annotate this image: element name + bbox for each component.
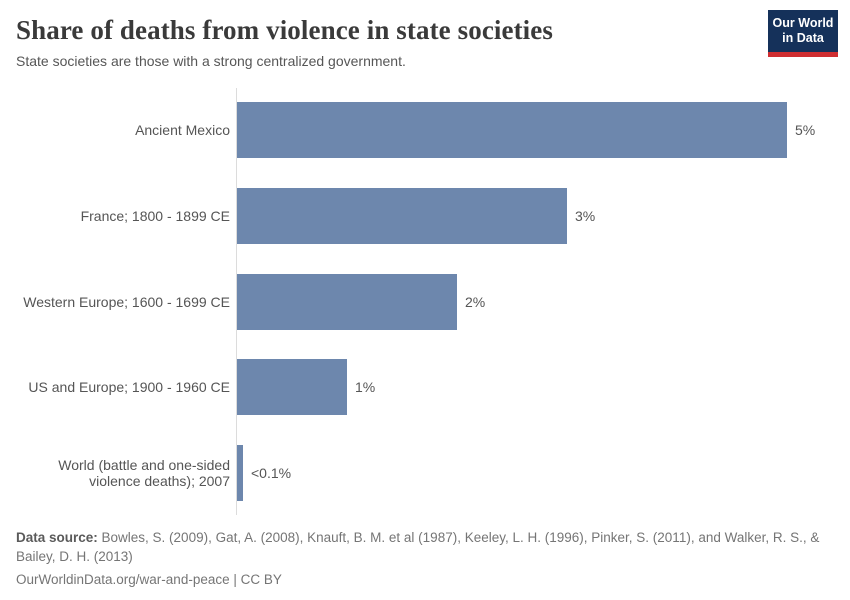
- value-label: <0.1%: [251, 465, 292, 481]
- chart-footer: Data source: Bowles, S. (2009), Gat, A. …: [16, 528, 830, 589]
- category-label: Ancient Mexico: [135, 122, 230, 138]
- y-axis-line: [236, 88, 237, 515]
- bar-row: Ancient Mexico 5%: [0, 102, 850, 158]
- category-label: World (battle and one-sided violence dea…: [58, 457, 230, 489]
- chart-subtitle: State societies are those with a strong …: [16, 53, 406, 69]
- bar[interactable]: [237, 274, 457, 330]
- category-label: Western Europe; 1600 - 1699 CE: [23, 294, 230, 310]
- category-label: France; 1800 - 1899 CE: [80, 208, 230, 224]
- value-label: 3%: [575, 208, 596, 224]
- data-source-label: Data source:: [16, 530, 98, 545]
- owid-logo-line1: Our World: [772, 16, 834, 30]
- bar[interactable]: [237, 188, 567, 244]
- bar-row: World (battle and one-sided violence dea…: [0, 445, 850, 501]
- bar[interactable]: [237, 359, 347, 415]
- bar-row: France; 1800 - 1899 CE 3%: [0, 188, 850, 244]
- data-source-line: Data source: Bowles, S. (2009), Gat, A. …: [16, 528, 830, 566]
- owid-logo-line2: in Data: [782, 31, 824, 45]
- value-label: 1%: [355, 379, 376, 395]
- bar-row: US and Europe; 1900 - 1960 CE 1%: [0, 359, 850, 415]
- bar-row: Western Europe; 1600 - 1699 CE 2%: [0, 274, 850, 330]
- data-source-text: Bowles, S. (2009), Gat, A. (2008), Knauf…: [16, 530, 820, 564]
- value-label: 2%: [465, 294, 486, 310]
- category-label: US and Europe; 1900 - 1960 CE: [28, 379, 230, 395]
- bar[interactable]: [237, 445, 243, 501]
- value-label: 5%: [795, 122, 816, 138]
- attribution-line: OurWorldinData.org/war-and-peace | CC BY: [16, 572, 282, 587]
- bar[interactable]: [237, 102, 787, 158]
- page-title: Share of deaths from violence in state s…: [16, 15, 553, 45]
- owid-logo[interactable]: Our World in Data: [768, 10, 838, 57]
